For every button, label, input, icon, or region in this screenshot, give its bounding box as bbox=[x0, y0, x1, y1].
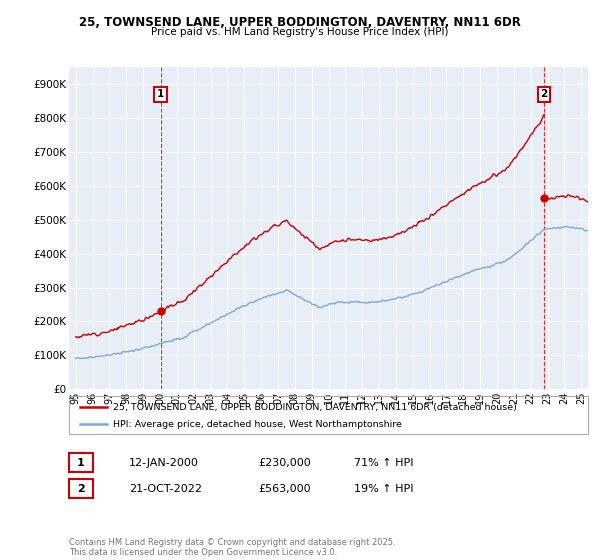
Text: 19% ↑ HPI: 19% ↑ HPI bbox=[354, 484, 413, 494]
Text: 25, TOWNSEND LANE, UPPER BODDINGTON, DAVENTRY, NN11 6DR (detached house): 25, TOWNSEND LANE, UPPER BODDINGTON, DAV… bbox=[113, 403, 517, 412]
Text: Price paid vs. HM Land Registry's House Price Index (HPI): Price paid vs. HM Land Registry's House … bbox=[151, 27, 449, 37]
Text: 71% ↑ HPI: 71% ↑ HPI bbox=[354, 458, 413, 468]
Text: £230,000: £230,000 bbox=[258, 458, 311, 468]
Text: 1: 1 bbox=[77, 458, 85, 468]
Text: Contains HM Land Registry data © Crown copyright and database right 2025.
This d: Contains HM Land Registry data © Crown c… bbox=[69, 538, 395, 557]
Text: 25, TOWNSEND LANE, UPPER BODDINGTON, DAVENTRY, NN11 6DR: 25, TOWNSEND LANE, UPPER BODDINGTON, DAV… bbox=[79, 16, 521, 29]
Text: 12-JAN-2000: 12-JAN-2000 bbox=[129, 458, 199, 468]
Text: HPI: Average price, detached house, West Northamptonshire: HPI: Average price, detached house, West… bbox=[113, 420, 401, 429]
Text: 2: 2 bbox=[541, 89, 548, 99]
Text: 2: 2 bbox=[77, 484, 85, 494]
Text: 21-OCT-2022: 21-OCT-2022 bbox=[129, 484, 202, 494]
Text: £563,000: £563,000 bbox=[258, 484, 311, 494]
Text: 1: 1 bbox=[157, 89, 164, 99]
